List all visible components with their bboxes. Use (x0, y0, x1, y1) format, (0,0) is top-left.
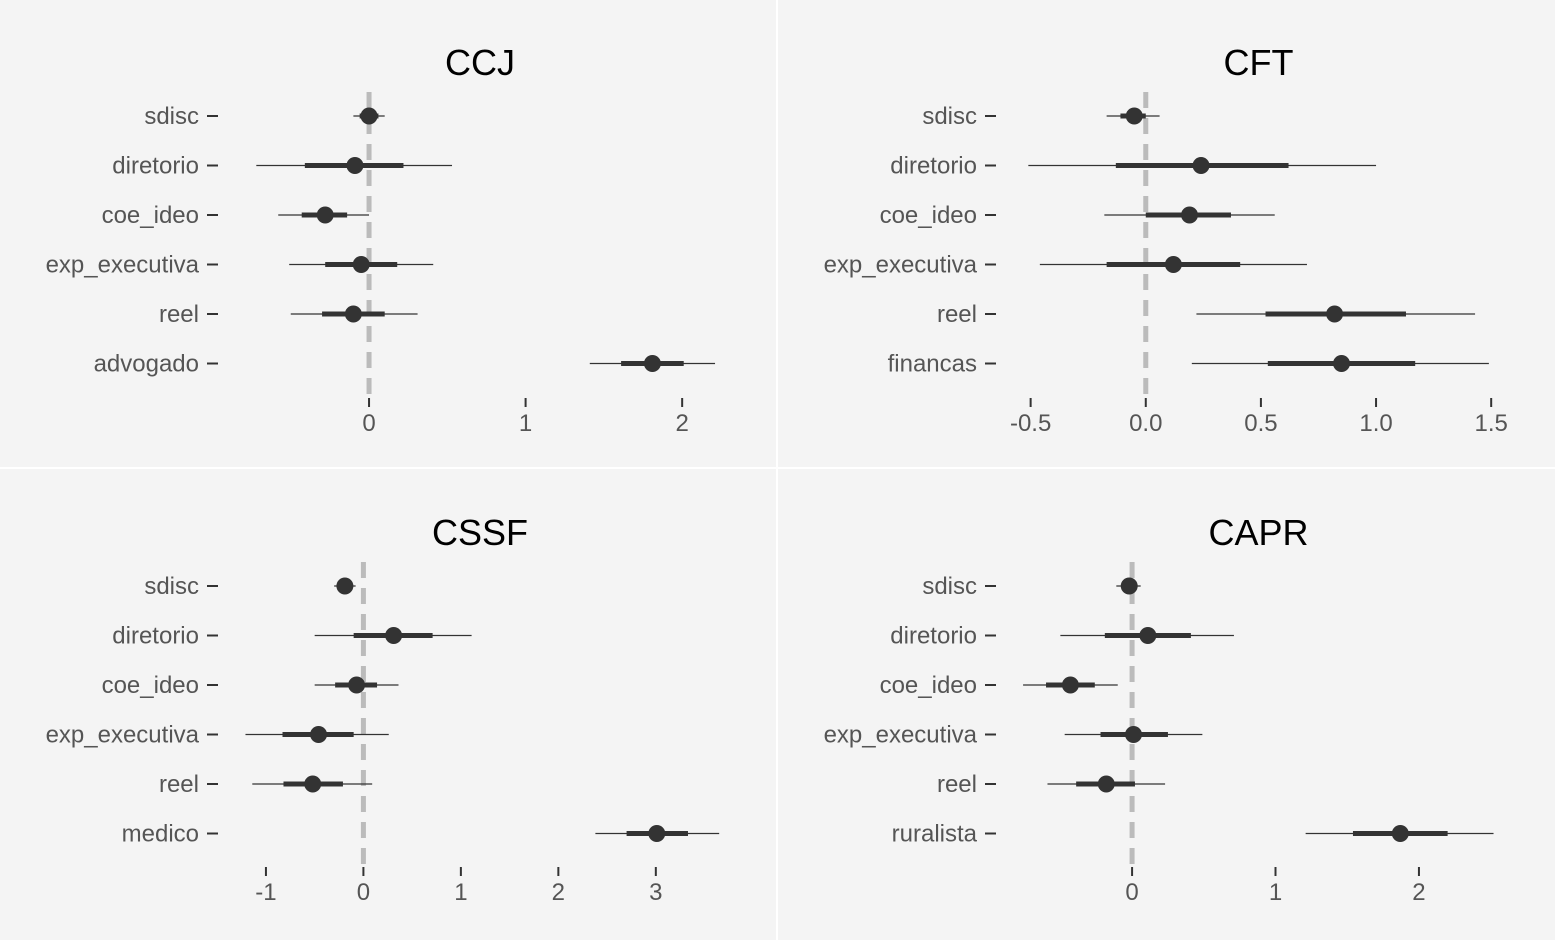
estimate-point-diretorio (346, 157, 364, 174)
panel-title: CCJ (445, 42, 515, 83)
panel-title: CAPR (1208, 512, 1308, 553)
x-tick-label: 1 (454, 879, 467, 906)
panel-ccj: CCJ 0 1 2 sdisc diretorio coe_ideo exp_executiv… (0, 0, 776, 467)
estimate-point-exp_executiva (1164, 256, 1182, 273)
x-tick-label: 0 (362, 410, 375, 437)
panel-title: CSSF (432, 512, 528, 553)
estimate-point-sdisc (1120, 577, 1138, 595)
panel-title: CFT (1224, 42, 1294, 83)
estimate-point-diretorio (1192, 157, 1210, 174)
x-tick-label: 0 (357, 879, 370, 906)
x-tick-label: -1 (255, 879, 276, 906)
estimate-point-reel (1097, 775, 1115, 793)
y-label-exp_executiva: exp_executiva (824, 252, 978, 279)
panel-background (0, 469, 776, 940)
x-tick-label: 2 (552, 879, 565, 906)
estimate-point-reel (344, 305, 362, 323)
estimate-point-coe_ideo (1061, 676, 1079, 694)
estimate-point-financas (1333, 355, 1351, 372)
y-label-medico: medico (122, 821, 199, 848)
estimate-point-diretorio (385, 627, 403, 644)
x-tick-label: 1 (1269, 879, 1282, 906)
y-label-coe_ideo: coe_ideo (880, 202, 977, 229)
y-label-coe_ideo: coe_ideo (102, 202, 199, 229)
estimate-point-medico (648, 825, 666, 842)
estimate-point-diretorio (1139, 627, 1157, 644)
y-label-reel: reel (937, 771, 977, 798)
y-label-coe_ideo: coe_ideo (880, 672, 977, 699)
y-label-exp_executiva: exp_executiva (824, 722, 978, 749)
y-label-sdisc: sdisc (922, 103, 977, 130)
panel-cssf: CSSF -1 0 1 2 3 sdisc diretorio coe_ideo exp_exec… (0, 469, 776, 940)
y-label-reel: reel (159, 771, 199, 798)
estimate-point-sdisc (360, 107, 378, 125)
y-label-diretorio: diretorio (890, 153, 977, 180)
y-label-diretorio: diretorio (112, 153, 199, 180)
y-label-exp_executiva: exp_executiva (46, 252, 200, 279)
y-label-sdisc: sdisc (922, 573, 977, 600)
panel-background (778, 469, 1555, 940)
x-tick-label: 1 (519, 410, 532, 437)
estimate-point-sdisc (336, 577, 354, 595)
y-label-exp_executiva: exp_executiva (46, 722, 200, 749)
estimate-point-coe_ideo (1181, 206, 1199, 224)
x-tick-label: 0.0 (1129, 410, 1162, 437)
y-label-sdisc: sdisc (144, 573, 199, 600)
estimate-point-exp_executiva (1125, 726, 1143, 743)
estimate-point-advogado (643, 355, 661, 372)
panel-cft: CFT -0.5 0.0 0.5 1.0 1.5 sdisc diretorio coe_ide… (778, 0, 1555, 467)
estimate-point-coe_ideo (316, 206, 334, 224)
panel-capr: CAPR 0 1 2 sdisc diretorio coe_ideo exp_executi… (778, 469, 1555, 940)
estimate-point-reel (1326, 305, 1344, 323)
x-tick-label: -0.5 (1010, 410, 1051, 437)
estimate-point-ruralista (1391, 825, 1409, 842)
y-label-sdisc: sdisc (144, 103, 199, 130)
estimate-point-coe_ideo (348, 676, 366, 694)
estimate-point-sdisc (1125, 107, 1143, 125)
x-tick-label: 0.5 (1244, 410, 1277, 437)
panel-background (0, 0, 776, 467)
x-tick-label: 1.0 (1359, 410, 1392, 437)
panel-background (778, 0, 1555, 467)
estimate-point-exp_executiva (352, 256, 370, 273)
x-tick-label: 3 (649, 879, 662, 906)
y-label-advogado: advogado (94, 351, 199, 378)
y-label-financas: financas (888, 351, 977, 378)
estimate-point-reel (304, 775, 322, 793)
estimate-point-exp_executiva (310, 726, 328, 743)
x-tick-label: 1.5 (1474, 410, 1507, 437)
y-label-diretorio: diretorio (112, 623, 199, 650)
y-label-diretorio: diretorio (890, 623, 977, 650)
x-tick-label: 0 (1125, 879, 1138, 906)
y-label-reel: reel (159, 301, 199, 328)
y-label-reel: reel (937, 301, 977, 328)
y-label-ruralista: ruralista (892, 821, 978, 848)
y-label-coe_ideo: coe_ideo (102, 672, 199, 699)
x-tick-label: 2 (675, 410, 688, 437)
x-tick-label: 2 (1412, 879, 1425, 906)
